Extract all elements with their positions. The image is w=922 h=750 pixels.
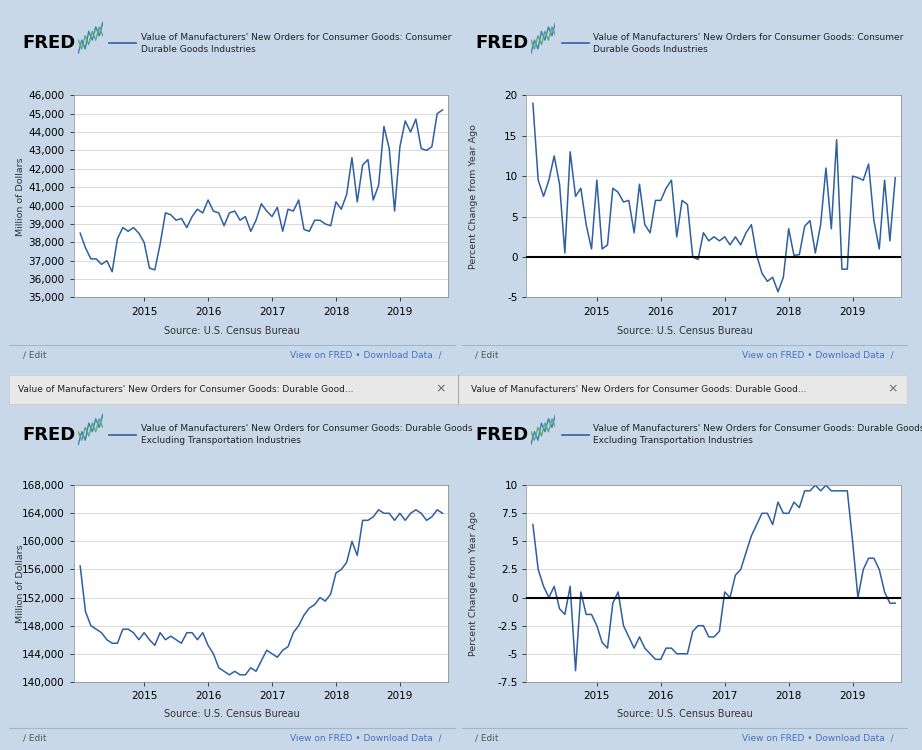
Text: ×: × — [435, 382, 445, 396]
Text: ∕ Edit: ∕ Edit — [22, 350, 46, 359]
Text: ∕ Edit: ∕ Edit — [475, 734, 499, 742]
Text: Value of Manufacturers' New Orders for Consumer Goods: Durable Good...: Value of Manufacturers' New Orders for C… — [471, 385, 807, 394]
Text: Value of Manufacturers' New Orders for Consumer Goods: Durable Goods
Excluding T: Value of Manufacturers' New Orders for C… — [593, 424, 922, 445]
Text: Percent Change from Year Ago: Percent Change from Year Ago — [468, 124, 478, 268]
Text: View on FRED • Download Data  ∕: View on FRED • Download Data ∕ — [742, 734, 894, 742]
Text: Source: U.S. Census Bureau: Source: U.S. Census Bureau — [164, 709, 300, 719]
Text: ∕ Edit: ∕ Edit — [475, 350, 499, 359]
Text: Million of Dollars: Million of Dollars — [16, 157, 25, 236]
Text: ∕ Edit: ∕ Edit — [22, 734, 46, 742]
Text: View on FRED • Download Data  ∕: View on FRED • Download Data ∕ — [290, 350, 442, 359]
Text: Value of Manufacturers' New Orders for Consumer Goods: Consumer
Durable Goods In: Value of Manufacturers' New Orders for C… — [593, 33, 904, 54]
Text: Value of Manufacturers' New Orders for Consumer Goods: Durable Good...: Value of Manufacturers' New Orders for C… — [18, 385, 354, 394]
Text: ×: × — [888, 382, 898, 396]
Text: FRED: FRED — [22, 426, 76, 444]
Text: FRED: FRED — [475, 426, 528, 444]
Text: Value of Manufacturers' New Orders for Consumer Goods: Durable Goods
Excluding T: Value of Manufacturers' New Orders for C… — [140, 424, 472, 445]
Text: Source: U.S. Census Bureau: Source: U.S. Census Bureau — [617, 709, 752, 719]
Text: Source: U.S. Census Bureau: Source: U.S. Census Bureau — [617, 326, 752, 335]
Text: View on FRED • Download Data  ∕: View on FRED • Download Data ∕ — [290, 734, 442, 742]
Text: View on FRED • Download Data  ∕: View on FRED • Download Data ∕ — [742, 350, 894, 359]
Text: FRED: FRED — [22, 34, 76, 53]
Text: FRED: FRED — [475, 34, 528, 53]
Text: Percent Change from Year Ago: Percent Change from Year Ago — [468, 511, 478, 656]
Text: Source: U.S. Census Bureau: Source: U.S. Census Bureau — [164, 326, 300, 335]
Text: Million of Dollars: Million of Dollars — [16, 544, 25, 622]
Text: Value of Manufacturers' New Orders for Consumer Goods: Consumer
Durable Goods In: Value of Manufacturers' New Orders for C… — [140, 33, 451, 54]
